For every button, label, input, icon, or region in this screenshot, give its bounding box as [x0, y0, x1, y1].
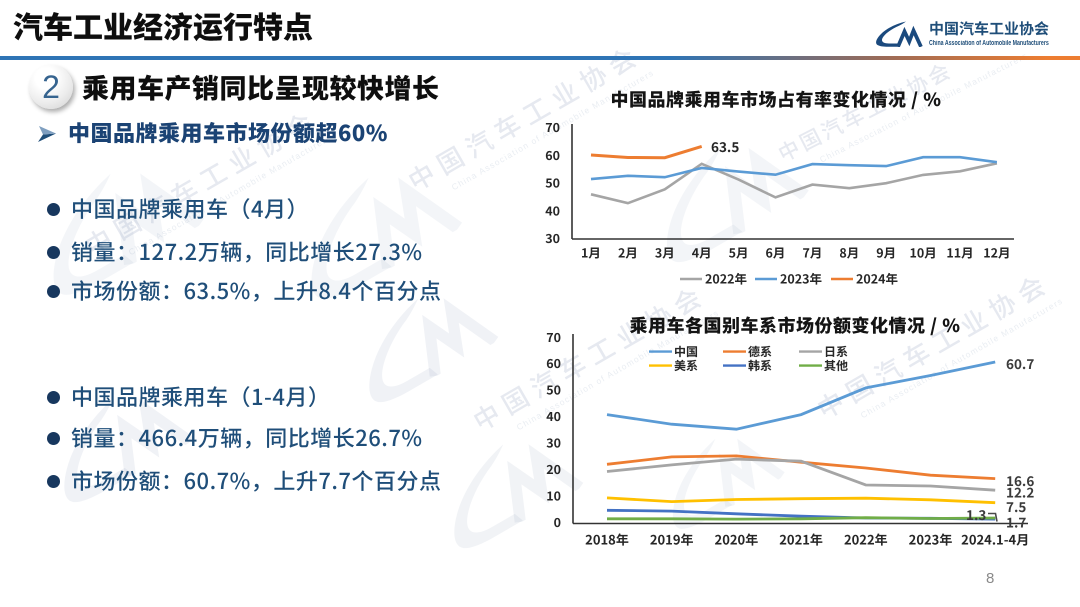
- svg-text:70: 70: [546, 327, 561, 346]
- svg-text:40: 40: [545, 200, 560, 219]
- svg-text:5月: 5月: [729, 243, 749, 262]
- svg-text:2018年: 2018年: [585, 530, 629, 549]
- svg-text:10: 10: [546, 485, 561, 504]
- svg-text:2020年: 2020年: [715, 530, 759, 549]
- svg-text:其他: 其他: [824, 357, 848, 374]
- svg-text:乘用车各国别车系市场份额变化情况 / %: 乘用车各国别车系市场份额变化情况 / %: [630, 312, 961, 338]
- svg-text:1月: 1月: [581, 243, 601, 262]
- svg-text:2024.1-4月: 2024.1-4月: [961, 530, 1029, 549]
- svg-text:日系: 日系: [824, 343, 848, 360]
- svg-text:4月: 4月: [692, 243, 712, 262]
- svg-text:60: 60: [546, 353, 561, 372]
- svg-text:12.2: 12.2: [1006, 482, 1034, 502]
- svg-text:7月: 7月: [802, 243, 822, 262]
- svg-text:中国: 中国: [674, 343, 698, 360]
- svg-text:8月: 8月: [839, 243, 859, 262]
- svg-text:10月: 10月: [909, 243, 936, 262]
- svg-text:12月: 12月: [983, 243, 1010, 262]
- svg-text:2021年: 2021年: [779, 530, 823, 549]
- svg-text:2023年: 2023年: [909, 530, 953, 549]
- svg-text:63.5: 63.5: [711, 136, 739, 156]
- svg-text:70: 70: [545, 117, 560, 136]
- svg-text:2024年: 2024年: [856, 269, 898, 288]
- svg-text:6月: 6月: [766, 243, 786, 262]
- svg-text:中国品牌乘用车市场占有率变化情况 / %: 中国品牌乘用车市场占有率变化情况 / %: [611, 86, 942, 112]
- svg-text:0: 0: [554, 512, 561, 531]
- svg-text:1.3: 1.3: [966, 504, 986, 524]
- svg-text:美系: 美系: [674, 357, 698, 374]
- svg-text:30: 30: [546, 433, 561, 452]
- svg-text:30: 30: [545, 228, 560, 247]
- svg-text:2月: 2月: [618, 243, 638, 262]
- svg-text:60: 60: [545, 145, 560, 164]
- svg-text:2023年: 2023年: [780, 269, 822, 288]
- svg-text:韩系: 韩系: [748, 357, 772, 374]
- svg-text:50: 50: [545, 173, 560, 192]
- svg-text:德系: 德系: [748, 343, 772, 360]
- svg-text:60.7: 60.7: [1006, 353, 1034, 373]
- svg-text:9月: 9月: [876, 243, 896, 262]
- svg-text:3月: 3月: [655, 243, 675, 262]
- svg-text:40: 40: [546, 406, 561, 425]
- svg-text:20: 20: [546, 459, 561, 478]
- svg-text:7.5: 7.5: [1006, 496, 1026, 516]
- svg-text:2022年: 2022年: [844, 530, 888, 549]
- svg-text:2022年: 2022年: [705, 269, 747, 288]
- svg-text:50: 50: [546, 380, 561, 399]
- svg-text:1.7: 1.7: [1006, 512, 1026, 532]
- svg-text:16.6: 16.6: [1006, 470, 1034, 490]
- svg-text:11月: 11月: [946, 243, 973, 262]
- svg-text:2019年: 2019年: [650, 530, 694, 549]
